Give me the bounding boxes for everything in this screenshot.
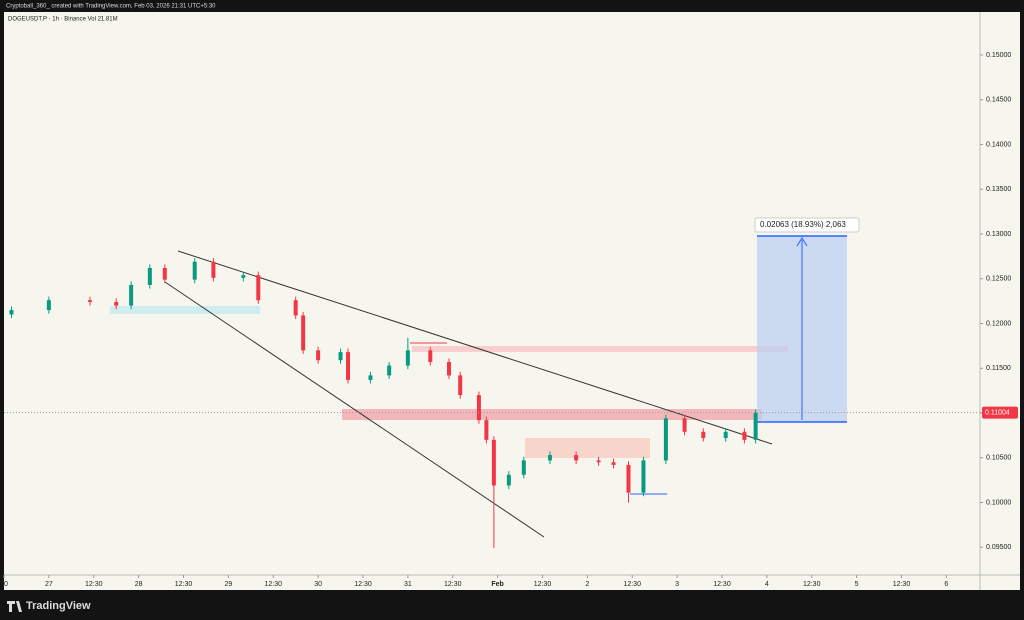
y-tick-label: 0.09500 [986, 544, 1011, 551]
x-tick-label: 12:30 [623, 581, 641, 588]
x-tick-label: 29 [224, 581, 232, 588]
candle-body [476, 395, 481, 421]
x-tick-label: 4 [765, 581, 769, 588]
candle-body [301, 315, 306, 351]
candle-body [428, 350, 433, 362]
x-tick-label: 12:30 [534, 581, 552, 588]
candle-body [114, 302, 119, 306]
symbol-info: DOGEUSDT.P · 1h · Binance Vol 21.81M [8, 17, 118, 23]
candle-body [211, 261, 216, 278]
candle-body [521, 460, 526, 475]
y-tick-label: 0.14500 [986, 97, 1011, 104]
candle-body [641, 460, 646, 493]
measure-label: 0.02063 (18.93%) 2,063 [760, 220, 846, 229]
y-tick-label: 0.11500 [986, 365, 1011, 372]
candle-body [626, 464, 631, 493]
x-tick-label: 12:30 [354, 581, 372, 588]
x-tick-label: 12:30 [175, 581, 193, 588]
candle-body [611, 462, 616, 465]
x-tick-label: 6 [944, 581, 948, 588]
candle-body [723, 431, 728, 439]
candle-body [338, 352, 343, 361]
y-tick-label: 0.13000 [986, 231, 1011, 238]
y-tick-label: 0.15000 [986, 52, 1011, 59]
x-tick-label: 2 [585, 581, 589, 588]
x-tick-label: 12:30 [713, 581, 731, 588]
candle-body [256, 275, 261, 301]
candle-body [574, 455, 579, 461]
x-tick-label: 5 [855, 581, 859, 588]
x-tick-label: 27 [45, 581, 53, 588]
candle-body [405, 350, 410, 366]
x-tick-label: 12:30 [264, 581, 282, 588]
candle-body [46, 300, 51, 311]
chart-bg [4, 12, 1020, 590]
candle-body [682, 418, 687, 432]
trendline [164, 281, 545, 538]
candle-body [241, 275, 246, 278]
measure-label-bg [754, 217, 860, 233]
x-tick-label: 12:30 [803, 581, 821, 588]
x-tick-label: 28 [135, 581, 143, 588]
x-tick-label: Feb [491, 581, 503, 588]
x-tick-label: 3 [675, 581, 679, 588]
candle-body [316, 350, 321, 361]
candle-body [596, 460, 601, 463]
candle-body [506, 474, 511, 486]
y-tick-label: 0.12000 [986, 320, 1011, 327]
candle-body [701, 431, 706, 439]
x-tick-label: 31 [404, 581, 412, 588]
zone [110, 306, 260, 314]
brand: TradingView [26, 600, 91, 612]
y-tick-label: 0.13500 [986, 186, 1011, 193]
candle-body [129, 284, 134, 306]
candle-body [663, 418, 668, 461]
x-tick-label: 12:30 [444, 581, 462, 588]
candle-body [484, 420, 489, 440]
y-tick-label: 0.14000 [986, 141, 1011, 148]
candle-body [368, 375, 373, 380]
y-tick-label: 0.12500 [986, 276, 1011, 283]
y-tick-label: 0.10000 [986, 499, 1011, 506]
x-tick-label: 12:30 [85, 581, 103, 588]
brand-logo [7, 601, 22, 612]
x-tick-label: 30 [0, 581, 8, 588]
y-tick-label: 0.10500 [986, 455, 1011, 462]
x-tick-label: 12:30 [893, 581, 911, 588]
candle-body [491, 439, 496, 486]
candle-body [742, 431, 747, 440]
header: Cryptoball_360_ created with TradingView… [6, 4, 216, 10]
zone [525, 438, 650, 458]
measure-arrowhead [796, 237, 808, 247]
candle-body [387, 365, 392, 376]
last-price-bg [982, 406, 1018, 419]
candle-body [293, 300, 298, 316]
zone [342, 409, 762, 420]
candle-body [446, 361, 451, 376]
candle-body [9, 310, 14, 315]
candle-body [753, 412, 758, 440]
zone [412, 346, 788, 352]
last-price-label: 0.11004 [985, 409, 1010, 416]
candle-body [147, 267, 152, 285]
candle-body [346, 352, 351, 380]
candle-body [547, 455, 552, 461]
trendline [177, 250, 773, 445]
candle-body [88, 300, 93, 303]
x-tick-label: 30 [314, 581, 322, 588]
candle-body [162, 267, 167, 280]
candle-body [192, 261, 197, 280]
candle-body [458, 375, 463, 396]
